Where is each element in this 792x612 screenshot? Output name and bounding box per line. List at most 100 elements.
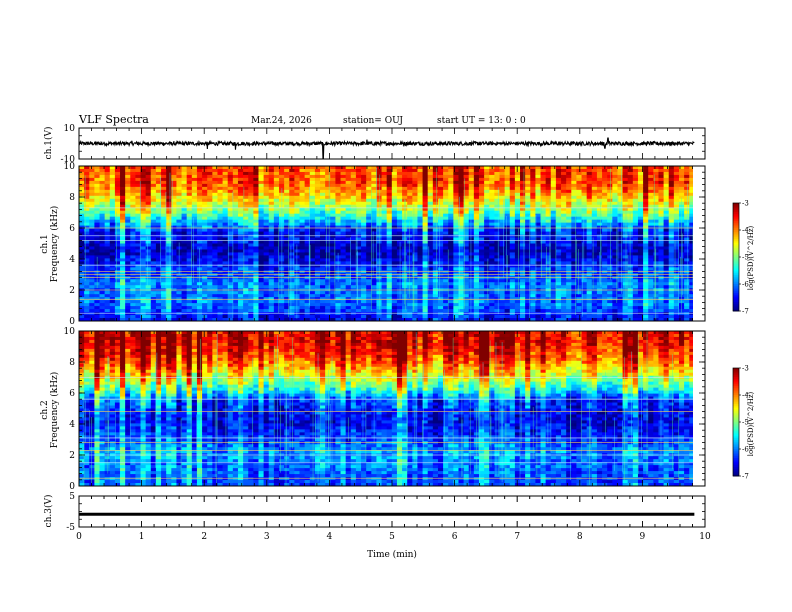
spectrogram-cell — [181, 270, 188, 274]
spectrogram-cell — [540, 183, 547, 188]
spectrogram-cell — [366, 177, 372, 182]
spectrogram-cell — [222, 264, 229, 268]
spectrogram-cell — [330, 225, 336, 229]
spectrogram-cell — [140, 219, 147, 224]
spectrogram-cell — [581, 207, 588, 212]
spectrogram-cell — [571, 249, 577, 253]
spectrogram-cell — [355, 243, 362, 247]
spectrogram-cell — [89, 180, 95, 185]
spectrogram-cell — [396, 189, 403, 194]
spectrogram-cell — [545, 213, 552, 218]
spectrogram-cell — [391, 166, 398, 170]
spectrogram-cell — [576, 192, 582, 197]
spectrogram-cell — [273, 225, 280, 229]
spectrogram-cell — [150, 225, 157, 229]
spectrogram-cell — [402, 228, 408, 232]
spectrogram-cell — [314, 231, 321, 235]
spectrogram-cell — [320, 243, 326, 247]
spectrogram-cell — [571, 240, 577, 244]
spectrogram-cell — [484, 234, 490, 238]
spectrogram-cell — [248, 270, 254, 274]
spectrogram-cell — [612, 246, 618, 250]
spectrogram-cell — [391, 258, 398, 262]
spectrogram-cell — [561, 201, 567, 206]
spectrogram-cell — [243, 183, 249, 188]
spectrogram-cell — [381, 270, 388, 274]
spectrogram-cell — [489, 183, 495, 188]
spectrogram-cell — [135, 204, 141, 209]
spectrogram-cell — [437, 282, 444, 286]
spectrogram-cell — [248, 225, 254, 229]
spectrogram-cell — [140, 255, 147, 259]
spectrogram-cell — [253, 180, 259, 185]
spectrogram-cell — [473, 216, 480, 221]
spectrogram-cell — [643, 237, 649, 241]
spectrogram-cell — [350, 207, 357, 212]
spectrogram-cell — [155, 285, 162, 289]
spectrogram-cell — [499, 258, 506, 262]
spectrogram-cell — [227, 279, 234, 283]
spectrogram-cell — [304, 261, 311, 265]
spectrogram-cell — [653, 186, 659, 191]
spectrogram-cell — [494, 234, 500, 238]
spectrogram-cell — [376, 213, 382, 218]
spectrogram-cell — [350, 258, 357, 262]
spectrogram-cell — [422, 252, 429, 256]
spectrogram-cell — [627, 198, 634, 203]
spectrogram-cell — [520, 282, 526, 286]
spectrogram-cell — [617, 192, 623, 197]
spectrogram-cell — [658, 216, 664, 221]
spectrogram-cell — [514, 216, 521, 221]
spectrogram-cell — [299, 237, 306, 241]
spectrogram-cell — [571, 198, 577, 203]
spectrogram-cell — [643, 234, 649, 238]
spectrogram-cell — [161, 180, 167, 185]
spectrogram-cell — [586, 210, 593, 215]
spectrogram-cell — [161, 225, 167, 229]
spectrogram-cell — [212, 261, 218, 265]
spectrogram-cell — [309, 195, 316, 200]
spectrogram-cell — [612, 243, 618, 247]
spectrogram-cell — [366, 225, 372, 229]
spectrogram-cell — [566, 231, 572, 235]
spectrogram-cell — [120, 180, 126, 185]
spectrogram-cell — [130, 213, 136, 218]
spectrogram-cell — [478, 261, 485, 265]
spectrogram-cell — [468, 222, 475, 227]
spectrogram-cell — [109, 264, 116, 268]
spectrogram-cell — [258, 189, 265, 194]
spectrogram-cell — [130, 207, 136, 212]
spectrogram-cell — [104, 189, 111, 194]
spectrogram-cell — [125, 285, 131, 289]
spectrogram-cell — [161, 228, 167, 232]
spectrogram-cell — [422, 198, 429, 203]
spectrogram-cell — [227, 207, 234, 212]
spectrogram-cell — [576, 279, 582, 283]
spectrogram-cell — [314, 183, 321, 188]
spectrogram-cell — [227, 267, 234, 271]
spectrogram-cell — [678, 180, 685, 185]
spectrogram-cell — [294, 237, 300, 241]
spectrogram-cell — [478, 168, 485, 173]
spectrogram-cell — [632, 249, 639, 253]
spectrogram-cell — [320, 177, 326, 182]
spectrogram-cell — [284, 201, 290, 206]
spectrogram-cell — [468, 228, 475, 232]
spectrogram-cell — [176, 207, 182, 212]
spectrogram-cell — [550, 222, 557, 227]
spectrogram-cell — [530, 246, 536, 250]
spectrogram-cell — [355, 234, 362, 238]
spectrogram-cell — [258, 219, 265, 224]
spectrogram-cell — [427, 201, 434, 206]
spectrogram-cell — [540, 213, 547, 218]
spectrogram-cell — [366, 243, 372, 247]
spectrogram-cell — [268, 255, 275, 259]
spectrogram-cell — [612, 183, 618, 188]
spectrogram-cell — [361, 243, 367, 247]
spectrogram-cell — [478, 210, 485, 215]
spectrogram-cell — [632, 225, 639, 229]
spectrogram-cell — [355, 186, 362, 191]
spectrogram-cell — [150, 231, 157, 235]
spectrogram-cell — [530, 255, 536, 259]
spectrogram-cell — [130, 237, 136, 241]
